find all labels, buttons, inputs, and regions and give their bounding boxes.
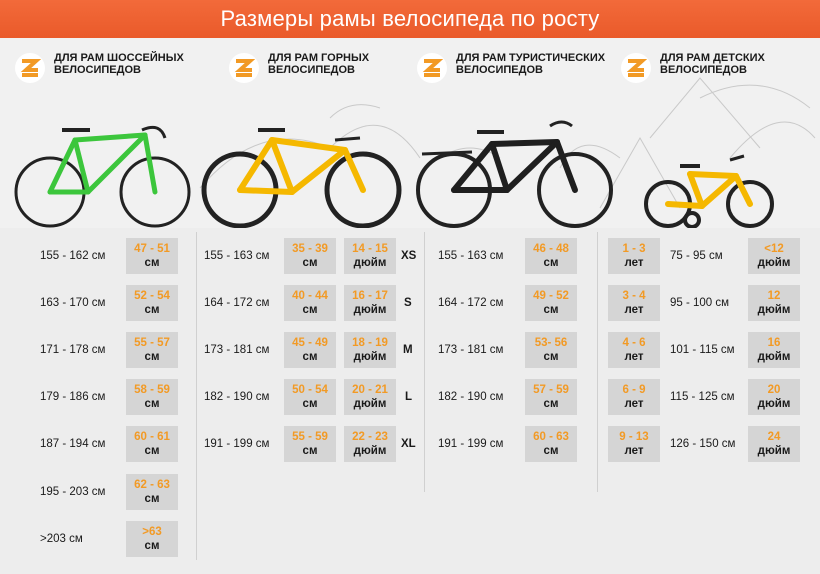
road-height: 187 - 194 см: [40, 438, 106, 450]
mtb-inch-cell: 22 - 23 дюйм: [344, 426, 396, 462]
mtb-height: 164 - 172 см: [204, 297, 270, 309]
category-mtb: ДЛЯ РАМ ГОРНЫХ ВЕЛОСИПЕДОВ: [228, 52, 408, 84]
touring-frame-cell: 57 - 59 см: [525, 379, 577, 415]
mtb-size-label: XS: [401, 250, 417, 262]
road-frame-cell: 60 - 61 см: [126, 426, 178, 462]
category-road-label: ДЛЯ РАМ ШОССЕЙНЫХ ВЕЛОСИПЕДОВ: [54, 52, 184, 76]
mtb-cm-cell: 45 - 49 см: [284, 332, 336, 368]
kids-age-cell: 3 - 4 лет: [608, 285, 660, 321]
touring-height: 191 - 199 см: [438, 438, 504, 450]
kids-age-cell: 1 - 3 лет: [608, 238, 660, 274]
kids-wheel-cell: <12 дюйм: [748, 238, 800, 274]
mtb-cm-cell: 55 - 59 см: [284, 426, 336, 462]
touring-height: 155 - 163 см: [438, 250, 504, 262]
mtb-cm-cell: 50 - 54 см: [284, 379, 336, 415]
mtb-size-label: S: [404, 297, 412, 309]
category-road: ДЛЯ РАМ ШОССЕЙНЫХ ВЕЛОСИПЕДОВ: [14, 52, 194, 84]
road-frame-cell: 52 - 54 см: [126, 285, 178, 321]
touring-height: 173 - 181 см: [438, 344, 504, 356]
mtb-size-label: XL: [401, 438, 416, 450]
touring-height: 164 - 172 см: [438, 297, 504, 309]
touring-frame-cell: 46 - 48 см: [525, 238, 577, 274]
road-height: 195 - 203 см: [40, 486, 106, 498]
header-banner: Размеры рамы велосипеда по росту: [0, 0, 820, 38]
column-divider: [196, 232, 197, 560]
column-divider: [424, 232, 425, 492]
mtb-inch-cell: 18 - 19 дюйм: [344, 332, 396, 368]
touring-frame-cell: 60 - 63 см: [525, 426, 577, 462]
road-height: 155 - 162 см: [40, 250, 106, 262]
kids-height: 126 - 150 см: [670, 438, 736, 450]
kids-wheel-cell: 12 дюйм: [748, 285, 800, 321]
category-touring-label: ДЛЯ РАМ ТУРИСТИЧЕСКИХ ВЕЛОСИПЕДОВ: [456, 52, 606, 76]
kids-age-cell: 4 - 6 лет: [608, 332, 660, 368]
mtb-inch-cell: 16 - 17 дюйм: [344, 285, 396, 321]
category-touring: ДЛЯ РАМ ТУРИСТИЧЕСКИХ ВЕЛОСИПЕДОВ: [416, 52, 616, 84]
road-height: >203 см: [40, 533, 83, 545]
kids-height: 75 - 95 см: [670, 250, 723, 262]
column-divider: [597, 232, 598, 492]
mtb-cm-cell: 40 - 44 см: [284, 285, 336, 321]
kids-age-cell: 6 - 9 лет: [608, 379, 660, 415]
mtb-height: 173 - 181 см: [204, 344, 270, 356]
kids-height: 101 - 115 см: [670, 344, 735, 356]
page-title: Размеры рамы велосипеда по росту: [220, 6, 600, 31]
road-category-icon: [15, 53, 45, 83]
road-frame-cell: 47 - 51 см: [126, 238, 178, 274]
mtb-inch-cell: 20 - 21 дюйм: [344, 379, 396, 415]
road-bike-image: [14, 125, 191, 228]
kids-height: 115 - 125 см: [670, 391, 735, 403]
mtb-height: 191 - 199 см: [204, 438, 270, 450]
touring-category-icon: [417, 53, 447, 83]
mtb-cm-cell: 35 - 39 см: [284, 238, 336, 274]
kids-age-cell: 9 - 13 лет: [608, 426, 660, 462]
mtb-size-label: L: [405, 391, 413, 403]
touring-frame-cell: 49 - 52 см: [525, 285, 577, 321]
mtb-inch-cell: 14 - 15 дюйм: [344, 238, 396, 274]
road-frame-cell: 55 - 57 см: [126, 332, 178, 368]
road-frame-cell: 58 - 59 см: [126, 379, 178, 415]
road-frame-cell: >63 см: [126, 521, 178, 557]
touring-height: 182 - 190 см: [438, 391, 504, 403]
category-kids-label: ДЛЯ РАМ ДЕТСКИХ ВЕЛОСИПЕДОВ: [660, 52, 765, 76]
kids-wheel-cell: 24 дюйм: [748, 426, 800, 462]
touring-bike-image: [416, 120, 613, 228]
kids-height: 95 - 100 см: [670, 297, 730, 309]
mtb-height: 182 - 190 см: [204, 391, 270, 403]
kids-bike-image: [644, 154, 774, 229]
kids-wheel-cell: 20 дюйм: [748, 379, 800, 415]
category-mtb-label: ДЛЯ РАМ ГОРНЫХ ВЕЛОСИПЕДОВ: [268, 52, 370, 76]
mtb-height: 155 - 163 см: [204, 250, 270, 262]
mtb-size-label: M: [403, 344, 413, 356]
mountain-bike-image: [201, 128, 402, 229]
kids-wheel-cell: 16 дюйм: [748, 332, 800, 368]
touring-frame-cell: 53- 56 см: [525, 332, 577, 368]
kids-category-icon: [621, 53, 651, 83]
road-height: 163 - 170 см: [40, 297, 106, 309]
road-height: 179 - 186 см: [40, 391, 106, 403]
illustration-area: [0, 38, 820, 229]
mtb-category-icon: [229, 53, 259, 83]
category-kids: ДЛЯ РАМ ДЕТСКИХ ВЕЛОСИПЕДОВ: [620, 52, 800, 84]
road-frame-cell: 62 - 63 см: [126, 474, 178, 510]
road-height: 171 - 178 см: [40, 344, 106, 356]
